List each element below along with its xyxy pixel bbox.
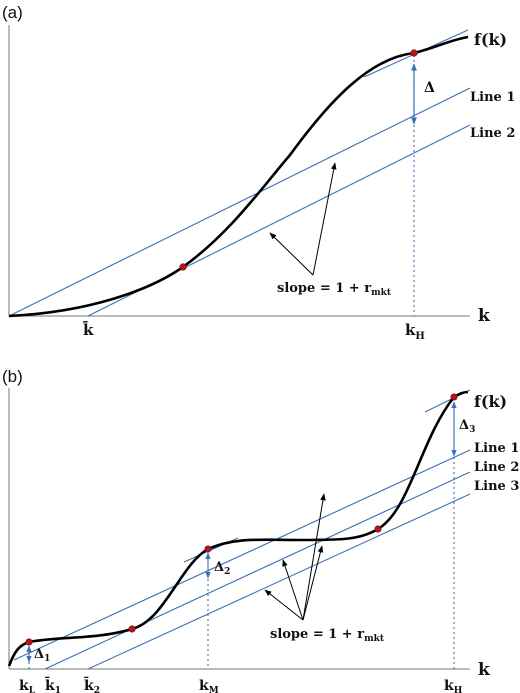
panel-b-line-2 [44,471,471,670]
panel-a-point-tangent-low [179,263,187,271]
panel-a-slope-text: slope = 1 + rmkt [277,281,392,298]
panel-b-delta3-label: Δ3 [459,418,475,435]
panel-b-k-axis-label: k [478,660,491,680]
panel-b-point-2 [128,625,136,633]
panel-b-delta2-label: Δ2 [214,560,230,577]
panel-b-line-3 [87,493,471,670]
panel-b-slope-arrow-3 [302,545,324,621]
panel-a-label: (a) [2,3,23,22]
panel-b-point-1 [25,638,33,646]
panel-a-point-tangent-high [410,49,418,57]
panel-b-slope-arrow-4 [302,493,326,621]
panel-a-slope-arrow-1 [269,232,314,276]
panel-a-line-1-label: Line 1 [470,90,515,105]
panel-b: (b) k Δ1 Δ2 Δ3 f(k) Line 1 L [2,367,519,693]
panel-a-f-label: f(k) [474,30,507,49]
panel-b-kH-label: kH [444,678,463,693]
panel-b-point-3 [204,545,212,553]
panel-b-kbar1-label: k̄1 [45,675,61,693]
panel-b-point-5 [450,393,458,401]
panel-b-line-3-label: Line 3 [474,479,519,494]
panel-a-k-axis-label: k [478,306,491,326]
panel-a-production-curve [8,35,469,318]
panel-b-slope-arrow-1 [264,589,304,621]
panel-b-label: (b) [2,367,23,386]
panel-b-kbar2-label: k̄2 [84,675,100,693]
panel-b-slope-arrow-2 [282,559,304,621]
panel-a-slope-arrow-2 [312,162,337,276]
panel-a-kbar-label: k̄ [82,320,94,339]
panel-a-delta-label: Δ [424,80,435,96]
panel-b-point-4 [374,525,382,533]
panel-a: (a) k Δ f(k) Line 1 Line 2 slope = 1 + r… [2,3,515,342]
panel-a-line-2-label: Line 2 [470,126,515,141]
panel-b-line-1-label: Line 1 [474,441,519,456]
panel-b-production-curve [7,390,469,667]
panel-b-line-1 [13,449,471,661]
panel-a-kH-label: kH [405,321,425,342]
panel-b-kM-label: kM [199,678,219,693]
panel-b-f-label: f(k) [474,392,507,411]
panel-b-delta1-label: Δ1 [34,647,50,664]
panel-b-slope-text: slope = 1 + rmkt [270,627,385,644]
panel-b-kL-label: kL [19,678,36,693]
panel-a-line-1 [8,87,471,317]
panel-b-line-2-label: Line 2 [474,460,519,475]
